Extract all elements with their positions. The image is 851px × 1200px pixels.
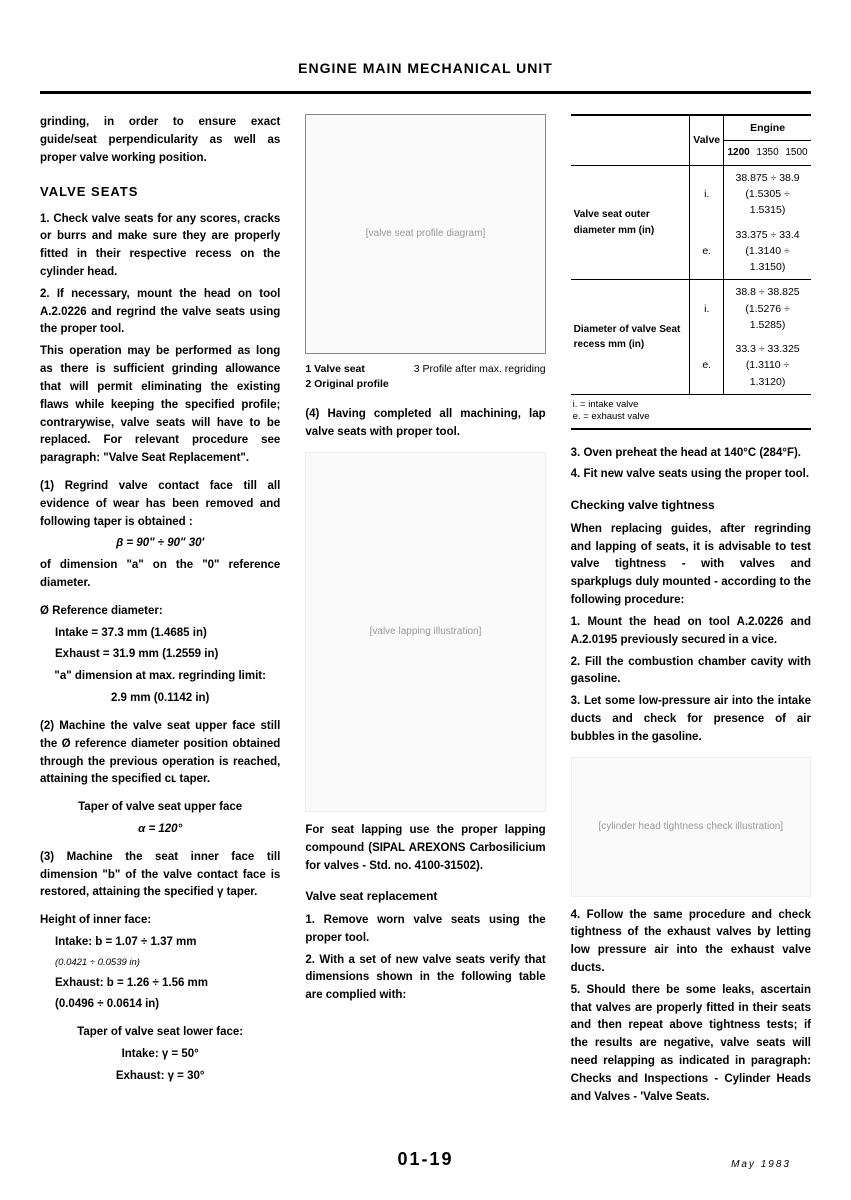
- th-valve: Valve: [690, 115, 724, 165]
- row1-val-e: 33.375 ÷ 33.4: [727, 227, 808, 243]
- row1-val-i: 38.875 ÷ 38.9: [727, 170, 808, 186]
- step-2-note: This operation may be performed as long …: [40, 343, 280, 468]
- lapping-compound: For seat lapping use the proper lapping …: [305, 822, 545, 875]
- ref-diameter-head: Ø Reference diameter:: [40, 603, 280, 621]
- th-engine: Engine: [724, 115, 811, 141]
- row1-val-e-in: (1.3140 ÷ 1.3150): [727, 243, 808, 276]
- th-1200: 1200: [724, 141, 753, 166]
- valve-seat-replacement-heading: Valve seat replacement: [305, 887, 545, 906]
- footer-date: May 1983: [731, 1159, 791, 1170]
- a-dimension-label: "a" dimension at max. regrinding limit:: [40, 668, 280, 686]
- column-2: [valve seat profile diagram] 1 Valve sea…: [305, 114, 545, 1111]
- tightness-1: 1. Mount the head on tool A.2.0226 and A…: [571, 614, 811, 650]
- fit-new-seats: 4. Fit new valve seats using the proper …: [571, 466, 811, 484]
- row2-val-e: 33.3 ÷ 33.325: [727, 341, 808, 357]
- header-rule: [40, 91, 811, 94]
- row1-e: e.: [690, 223, 724, 280]
- tightness-diagram: [cylinder head tightness check illustrat…: [571, 757, 811, 897]
- upper-taper-label: Taper of valve seat upper face: [40, 799, 280, 817]
- regrind-1: (1) Regrind valve contact face till all …: [40, 478, 280, 531]
- row2-val-i: 38.8 ÷ 38.825: [727, 284, 808, 300]
- oven-preheat: 3. Oven preheat the head at 140°C (284°F…: [571, 445, 811, 463]
- tightness-2: 2. Fill the combustion chamber cavity wi…: [571, 654, 811, 690]
- inner-intake-2: (0.0421 ÷ 0.0539 in): [40, 956, 280, 971]
- tightness-4: 4. Follow the same procedure and check t…: [571, 907, 811, 978]
- row2-i: i.: [690, 280, 724, 337]
- intro-text: grinding, in order to ensure exact guide…: [40, 114, 280, 167]
- row2-val-e-in: (1.3110 ÷ 1.3120): [727, 357, 808, 390]
- step-1: 1. Check valve seats for any scores, cra…: [40, 211, 280, 282]
- tightness-5: 5. Should there be some leaks, ascertain…: [571, 982, 811, 1107]
- row2-label: Diameter of valve Seat recess mm (in): [571, 280, 690, 395]
- lower-taper-label: Taper of valve seat lower face:: [40, 1024, 280, 1042]
- replace-1: 1. Remove worn valve seats using the pro…: [305, 912, 545, 948]
- inner-intake-1: Intake: b = 1.07 ÷ 1.37 mm: [40, 934, 280, 952]
- lower-taper-intake: Intake: γ = 50°: [40, 1046, 280, 1064]
- valve-spec-table: Valve Engine 1200 1350 1500 Valve seat o…: [571, 114, 811, 430]
- beta-formula: β = 90" ÷ 90" 30': [40, 535, 280, 553]
- machine-2: (2) Machine the valve seat upper face st…: [40, 718, 280, 789]
- inner-face-head: Height of inner face:: [40, 912, 280, 930]
- tightness-intro: When replacing guides, after regrinding …: [571, 521, 811, 610]
- replace-2: 2. With a set of new valve seats verify …: [305, 952, 545, 1005]
- legend-2: 2 Original profile: [305, 378, 388, 390]
- th-1350: 1350: [753, 141, 782, 166]
- ref-intake: Intake = 37.3 mm (1.4685 in): [40, 625, 280, 643]
- footer: 01-19 May 1983: [0, 1149, 851, 1170]
- tightness-3: 3. Let some low-pressure air into the in…: [571, 693, 811, 746]
- page-number: 01-19: [40, 1149, 811, 1170]
- row2-val-i-in: (1.5276 ÷ 1.5285): [727, 301, 808, 334]
- lower-taper-exhaust: Exhaust: γ = 30°: [40, 1068, 280, 1086]
- row1-label: Valve seat outer diameter mm (in): [571, 165, 690, 280]
- valve-seats-heading: VALVE SEATS: [40, 182, 280, 202]
- row1-val-i-in: (1.5305 ÷ 1.5315): [727, 186, 808, 219]
- machine-3: (3) Machine the seat inner face till dim…: [40, 849, 280, 902]
- column-3: Valve Engine 1200 1350 1500 Valve seat o…: [571, 114, 811, 1111]
- legend-1: 1 Valve seat: [305, 362, 365, 377]
- lapping-diagram: [valve lapping illustration]: [305, 452, 545, 812]
- a-dimension-value: 2.9 mm (0.1142 in): [40, 690, 280, 708]
- note-intake: i. = intake valve: [573, 399, 809, 411]
- row2-e: e.: [690, 337, 724, 394]
- checking-tightness-heading: Checking valve tightness: [571, 496, 811, 515]
- row1-i: i.: [690, 165, 724, 222]
- step-4-lap: (4) Having completed all machining, lap …: [305, 406, 545, 442]
- legend-3: 3 Profile after max. regriding: [414, 362, 546, 377]
- th-1500: 1500: [782, 141, 811, 166]
- valve-seat-diagram: [valve seat profile diagram]: [305, 114, 545, 354]
- alpha-formula: α = 120°: [40, 821, 280, 839]
- ref-exhaust: Exhaust = 31.9 mm (1.2559 in): [40, 646, 280, 664]
- note-exhaust: e. = exhaust valve: [573, 411, 809, 423]
- inner-exhaust-2: (0.0496 ÷ 0.0614 in): [40, 996, 280, 1014]
- column-1: grinding, in order to ensure exact guide…: [40, 114, 280, 1111]
- inner-exhaust-1: Exhaust: b = 1.26 ÷ 1.56 mm: [40, 975, 280, 993]
- content-columns: grinding, in order to ensure exact guide…: [0, 114, 851, 1111]
- dim-a-text: of dimension "a" on the "0" reference di…: [40, 557, 280, 593]
- diagram-legend: 1 Valve seat 3 Profile after max. regrid…: [305, 362, 545, 391]
- page-title: ENGINE MAIN MECHANICAL UNIT: [0, 0, 851, 86]
- step-2: 2. If necessary, mount the head on tool …: [40, 286, 280, 339]
